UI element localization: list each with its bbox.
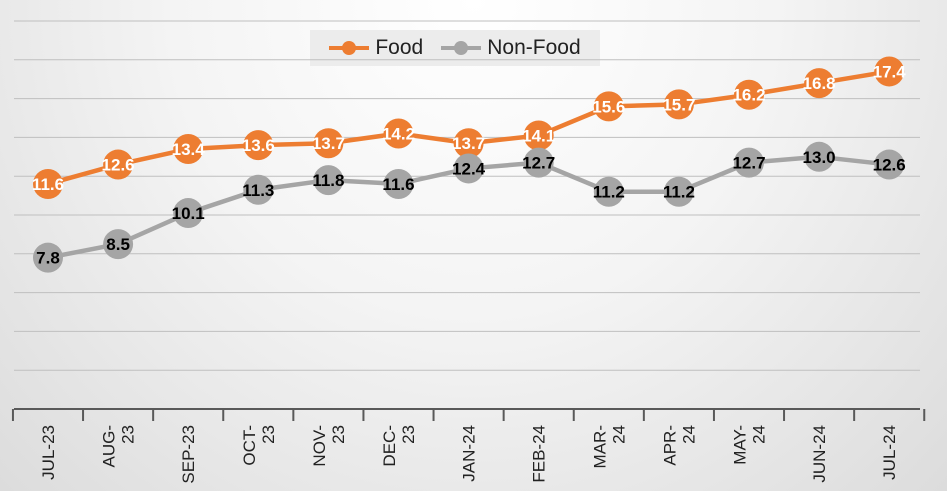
point-non-food [804,141,835,172]
point-non-food [874,149,905,180]
data-label-non-food: 12.7 [732,154,765,173]
svg-text:JUL-24: JUL-24 [880,425,899,480]
data-label-non-food: 11.3 [242,181,274,200]
point-food [33,168,63,199]
x-tick-label: JAN-24 [460,425,479,482]
x-tick-label: MAR-24 [590,425,628,468]
x-tick-label: JUL-23 [39,425,58,480]
data-label-food: 13.7 [312,134,345,153]
legend-item-food: Food [329,36,423,60]
x-tick-label: DEC-23 [380,425,418,467]
data-label-food: 16.8 [803,74,836,93]
svg-text:OCT-23: OCT-23 [240,425,278,466]
x-tick-label: AUG-23 [100,425,138,468]
data-label-food: 16.2 [732,86,765,105]
svg-text:FEB-24: FEB-24 [530,425,549,483]
data-label-food: 14.1 [522,126,555,145]
svg-text:APR-24: APR-24 [660,425,698,466]
data-label-non-food: 10.1 [172,204,205,223]
data-label-non-food: 13.0 [803,148,836,167]
legend-label-food: Food [375,36,424,59]
legend-swatch-food [329,41,370,55]
data-label-non-food: 7.8 [36,249,60,268]
point-food [313,128,344,159]
x-tick-label: FEB-24 [530,425,549,483]
data-label-food: 13.6 [242,136,275,155]
legend-item-non-food: Non-Food [441,36,581,60]
point-non-food [663,176,694,207]
svg-text:MAY-24: MAY-24 [731,425,769,465]
data-label-non-food: 12.6 [873,156,906,175]
svg-text:SEP-23: SEP-23 [179,425,198,484]
x-tick-label: OCT-23 [240,425,278,466]
svg-text:AUG-23: AUG-23 [100,425,138,468]
point-non-food [173,198,204,229]
point-food [103,149,134,180]
svg-text:MAR-24: MAR-24 [590,425,628,468]
svg-text:JUN-24: JUN-24 [810,425,829,483]
point-non-food [593,176,624,207]
point-non-food [523,147,554,178]
point-non-food [313,165,344,196]
data-label-food: 13.7 [452,134,485,153]
svg-text:JAN-24: JAN-24 [460,425,479,482]
point-food [734,79,764,110]
point-food [874,56,905,87]
data-label-non-food: 11.2 [593,183,625,202]
data-label-non-food: 12.7 [522,154,555,173]
point-food [173,134,204,165]
svg-text:DEC-23: DEC-23 [380,425,418,467]
x-tick-label: MAY-24 [731,425,769,465]
x-tick-label: APR-24 [660,425,698,466]
point-non-food [33,242,63,273]
point-non-food [453,153,484,184]
data-label-non-food: 8.5 [106,235,130,254]
data-label-non-food: 11.2 [663,183,695,202]
data-label-food: 15.6 [592,97,625,116]
data-label-food: 12.6 [102,156,135,175]
legend-swatch-non-food [441,41,482,55]
data-label-food: 14.2 [382,125,415,144]
point-non-food [243,174,274,205]
data-label-non-food: 11.6 [382,175,414,194]
point-food [804,68,835,99]
data-label-food: 11.6 [32,175,64,194]
data-label-non-food: 11.8 [312,171,344,190]
data-label-non-food: 12.4 [452,159,486,178]
x-tick-label: JUN-24 [810,425,829,483]
x-tick-label: SEP-23 [179,425,198,484]
legend-label-non-food: Non-Food [487,36,581,59]
point-food [243,130,274,161]
svg-text:JUL-23: JUL-23 [39,425,58,480]
point-non-food [734,147,764,178]
point-food [593,91,624,122]
point-non-food [103,229,134,260]
point-food [453,128,484,159]
data-label-food: 15.7 [662,95,695,114]
point-food [383,118,414,149]
data-label-food: 13.4 [172,140,206,159]
svg-text:NOV-23: NOV-23 [310,425,348,467]
x-tick-label: JUL-24 [880,425,899,480]
point-non-food [383,168,414,199]
data-label-food: 17.4 [873,62,907,81]
point-food [663,89,694,120]
point-food [523,120,554,151]
x-tick-label: NOV-23 [310,425,348,467]
gridlines [14,20,920,371]
